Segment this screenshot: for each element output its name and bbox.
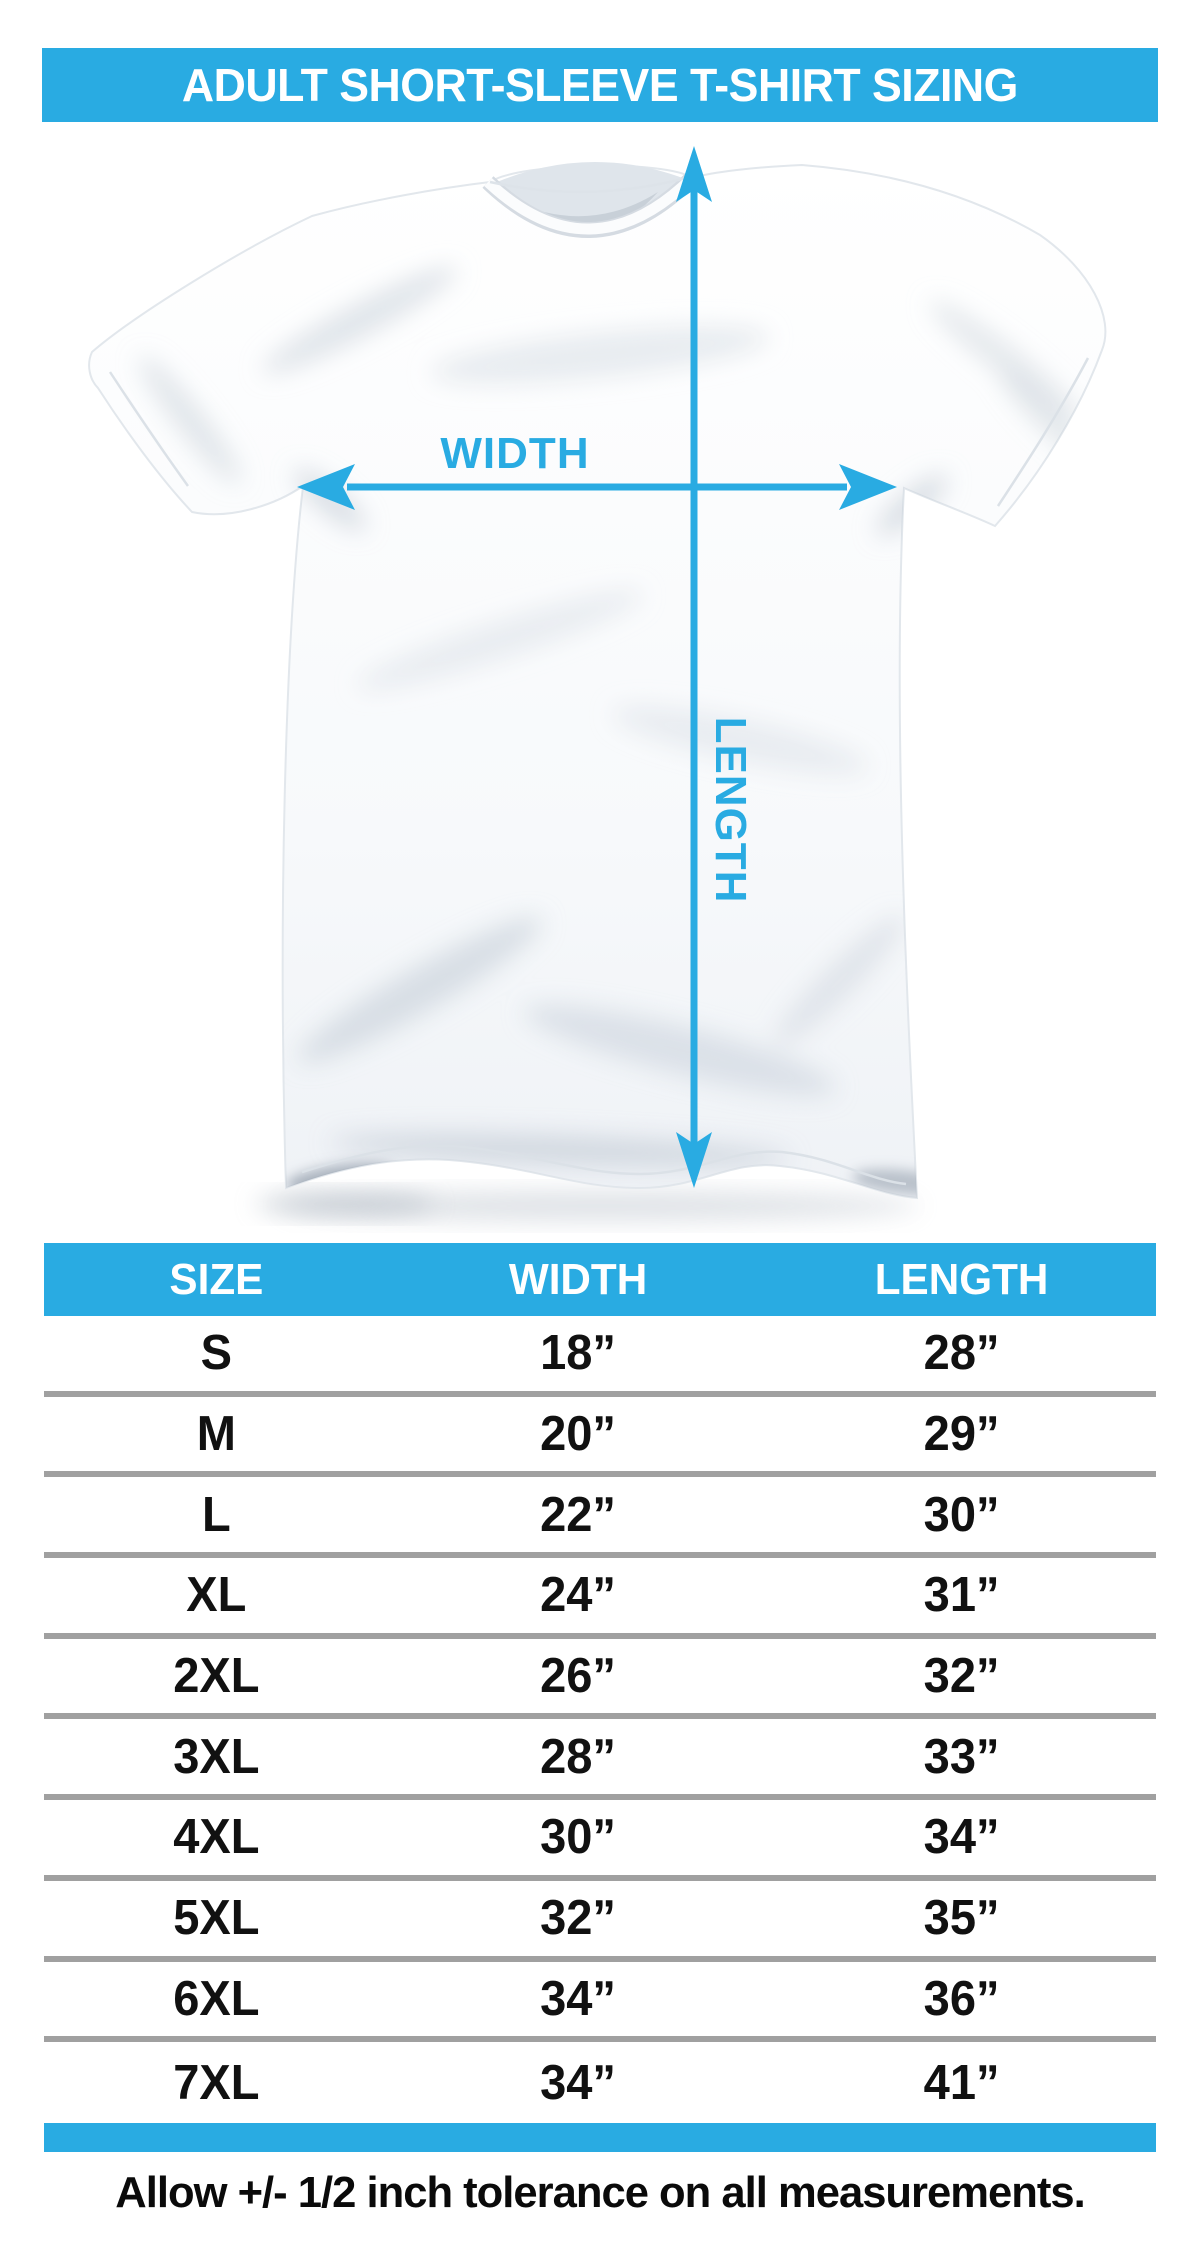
length-cell: 35” <box>923 1891 1000 1946</box>
size-cell: 6XL <box>173 1971 260 2026</box>
title-banner: ADULT SHORT-SLEEVE T-SHIRT SIZING <box>42 48 1158 122</box>
length-cell: 34” <box>923 1810 1000 1865</box>
table-row: 4XL 30” 34” <box>44 1800 1156 1881</box>
footer-accent-bar <box>44 2123 1156 2152</box>
width-cell: 22” <box>539 1487 616 1542</box>
width-arrow <box>297 464 897 510</box>
size-cell: S <box>200 1326 233 1381</box>
page-title: ADULT SHORT-SLEEVE T-SHIRT SIZING <box>182 59 1018 111</box>
size-cell: 3XL <box>173 1729 260 1784</box>
table-row: L 22” 30” <box>44 1477 1156 1559</box>
length-column-header: LENGTH <box>874 1254 1049 1304</box>
size-cell: XL <box>186 1568 247 1623</box>
tshirt-diagram: WIDTH LENGTH <box>40 120 1160 1240</box>
width-cell: 18” <box>539 1326 616 1381</box>
length-cell: 29” <box>923 1407 1000 1462</box>
width-label: WIDTH <box>440 429 589 478</box>
sizing-table: SIZE WIDTH LENGTH S 18” 28” M 20” 29” L … <box>44 1243 1156 2123</box>
width-cell: 30” <box>539 1810 616 1865</box>
length-cell: 36” <box>923 1971 1000 2026</box>
size-cell: 7XL <box>173 2055 260 2110</box>
length-cell: 30” <box>923 1487 1000 1542</box>
width-cell: 26” <box>539 1649 616 1704</box>
size-cell: L <box>201 1487 231 1542</box>
tolerance-note: Allow +/- 1/2 inch tolerance on all meas… <box>115 2168 1085 2217</box>
size-cell: 5XL <box>173 1891 260 1946</box>
table-row: 6XL 34” 36” <box>44 1962 1156 2043</box>
tshirt-image: WIDTH LENGTH <box>88 146 1107 1221</box>
width-cell: 24” <box>539 1568 616 1623</box>
width-column-header: WIDTH <box>508 1254 647 1304</box>
size-cell: 2XL <box>173 1649 260 1704</box>
width-cell: 34” <box>539 1971 616 2026</box>
length-cell: 41” <box>923 2055 1000 2110</box>
length-cell: 31” <box>923 1568 1000 1623</box>
seam-lines <box>108 357 1090 1186</box>
table-row: XL 24” 31” <box>44 1558 1156 1639</box>
shirt-drop-shadow <box>255 1191 920 1221</box>
size-cell: M <box>196 1407 236 1462</box>
length-label: LENGTH <box>706 717 755 904</box>
length-cell: 28” <box>923 1326 1000 1381</box>
width-cell: 34” <box>539 2055 616 2110</box>
width-cell: 20” <box>539 1407 616 1462</box>
table-row: S 18” 28” <box>44 1316 1156 1397</box>
width-cell: 28” <box>539 1729 616 1784</box>
size-cell: 4XL <box>173 1810 260 1865</box>
table-row: 5XL 32” 35” <box>44 1881 1156 1962</box>
table-row: 2XL 26” 32” <box>44 1639 1156 1720</box>
length-cell: 33” <box>923 1729 1000 1784</box>
table-row: 3XL 28” 33” <box>44 1719 1156 1801</box>
width-cell: 32” <box>539 1891 616 1946</box>
table-row: M 20” 29” <box>44 1397 1156 1478</box>
table-header-row: SIZE WIDTH LENGTH <box>44 1243 1156 1316</box>
length-cell: 32” <box>923 1649 1000 1704</box>
table-row: 7XL 34” 41” <box>44 2042 1156 2123</box>
collar <box>482 161 698 238</box>
length-arrow <box>676 146 712 1188</box>
size-column-header: SIZE <box>169 1254 264 1304</box>
